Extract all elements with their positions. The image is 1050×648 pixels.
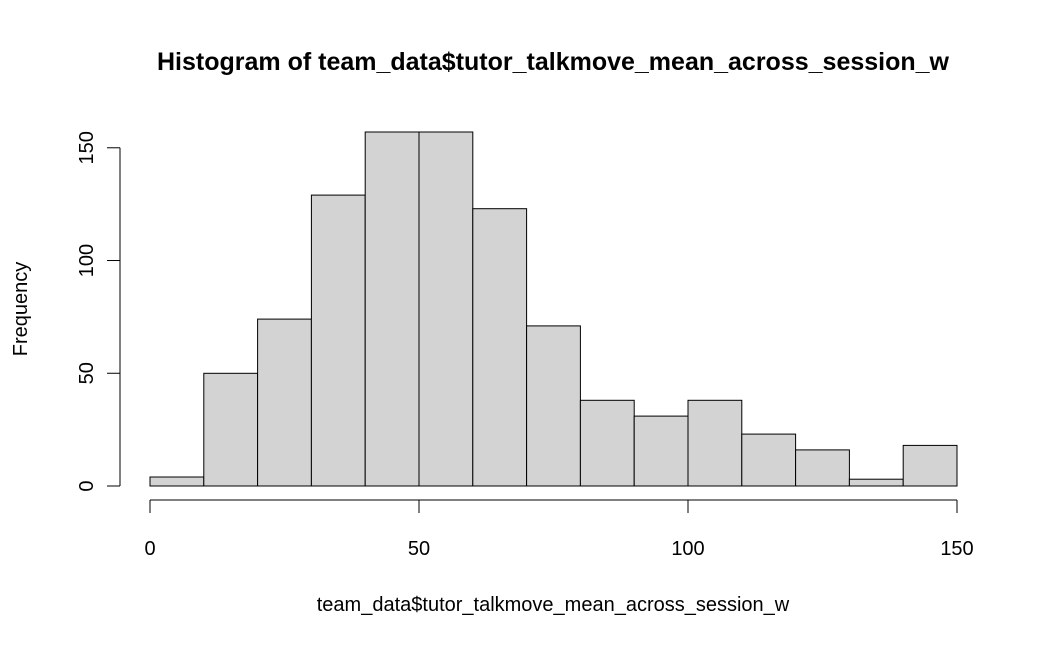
histogram-bar <box>848 478 904 487</box>
histogram-bar <box>687 399 743 487</box>
x-tick-label: 150 <box>940 538 973 560</box>
x-tick-label: 0 <box>144 538 155 560</box>
histogram-bar <box>364 131 420 487</box>
x-tick-label: 50 <box>408 538 430 560</box>
histogram-bar <box>795 449 850 487</box>
chart-title: Histogram of team_data$tutor_talkmove_me… <box>157 48 950 76</box>
histogram-bar <box>526 325 581 487</box>
x-axis: 0 50 100 150 <box>144 499 974 560</box>
x-tick-label: 100 <box>671 538 704 560</box>
histogram-bar <box>633 415 689 487</box>
histogram-bar <box>418 131 474 487</box>
x-axis-label: team_data$tutor_talkmove_mean_across_ses… <box>317 594 790 616</box>
y-tick-label: 150 <box>76 131 98 164</box>
y-tick-label: 100 <box>76 244 98 277</box>
histogram-bar <box>902 444 958 487</box>
histogram-bar <box>472 208 528 487</box>
histogram-bar <box>310 194 366 487</box>
bars-group <box>149 131 958 487</box>
y-tick-label: 0 <box>76 480 98 491</box>
y-axis: 0 50 100 150 <box>76 131 121 492</box>
histogram-bar <box>149 476 205 487</box>
histogram-bar <box>579 399 635 487</box>
histogram-bar <box>257 318 312 487</box>
histogram-bar <box>203 372 259 487</box>
histogram-bar <box>741 433 797 487</box>
y-tick-label: 50 <box>76 362 98 384</box>
y-axis-label: Frequency <box>10 262 32 357</box>
